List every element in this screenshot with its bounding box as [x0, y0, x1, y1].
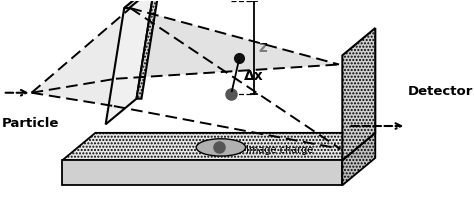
Text: Detector: Detector — [407, 85, 473, 98]
Ellipse shape — [196, 139, 246, 156]
Text: Δx: Δx — [245, 69, 264, 83]
Polygon shape — [106, 0, 155, 124]
Polygon shape — [63, 160, 342, 185]
Polygon shape — [116, 8, 339, 79]
Polygon shape — [63, 133, 375, 160]
Polygon shape — [124, 0, 160, 8]
Polygon shape — [342, 28, 375, 160]
Polygon shape — [32, 8, 130, 106]
Polygon shape — [137, 0, 160, 99]
Text: Particle: Particle — [1, 117, 59, 130]
Text: Image charge: Image charge — [246, 145, 313, 155]
Polygon shape — [342, 133, 375, 185]
Text: z: z — [258, 40, 267, 55]
